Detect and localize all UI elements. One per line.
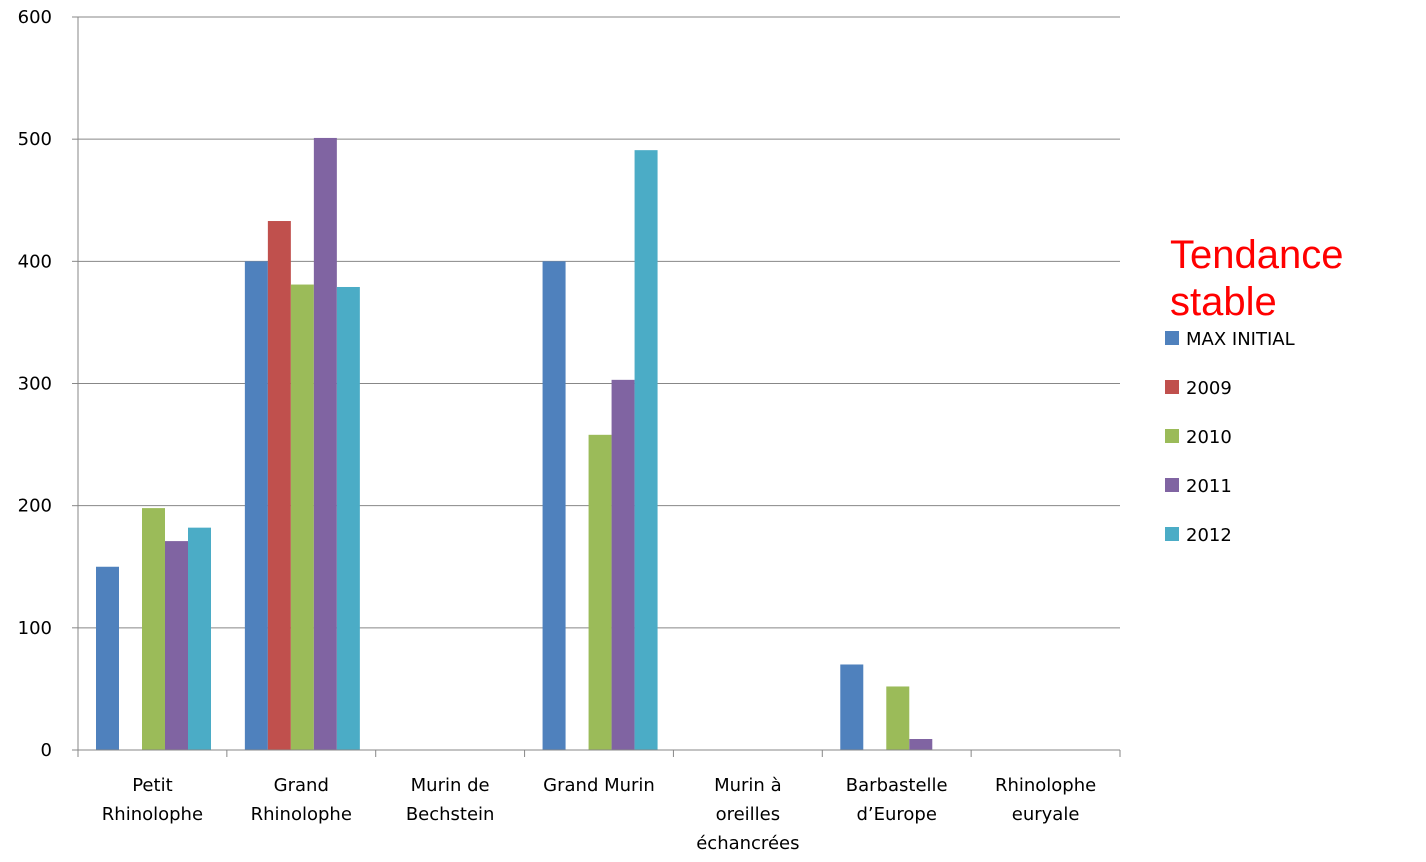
trend-annotation: Tendance stable (1170, 232, 1343, 326)
bar (267, 221, 291, 751)
legend-swatch (1165, 331, 1179, 345)
bar (611, 379, 635, 750)
legend-item: 2010 (1165, 427, 1232, 448)
y-axis-tick-labels: 0 100 200 300 400 500 600 (18, 7, 52, 761)
legend-swatch (1165, 380, 1179, 394)
bar (840, 664, 864, 750)
category-label-line: Barbastelle (846, 775, 948, 796)
x-axis-category-labels: Petit Rhinolophe Grand Rhinolophe Murin de Be… (102, 775, 1096, 854)
category-label-line: d’Europe (856, 804, 936, 825)
category-label: Murin à oreilles échancrées (696, 775, 799, 854)
legend-item: 2011 (1165, 476, 1232, 497)
category-label-line: Grand (274, 775, 329, 796)
category-label-line: échancrées (696, 833, 799, 854)
legend-label: 2009 (1186, 378, 1232, 399)
bar (634, 150, 658, 750)
legend-item: MAX INITIAL (1165, 329, 1295, 350)
category-label-line: Bechstein (406, 804, 495, 825)
legend-swatch (1165, 527, 1179, 541)
legend-item: 2009 (1165, 378, 1232, 399)
y-tick-label: 400 (18, 251, 52, 272)
category-label-line: Murin de (411, 775, 490, 796)
bar (165, 541, 188, 750)
bar (886, 686, 910, 750)
y-tick-label: 600 (18, 7, 52, 28)
y-tick-label: 200 (18, 496, 52, 517)
bar (96, 566, 119, 750)
legend-label: MAX INITIAL (1186, 329, 1295, 350)
legend-label: 2010 (1186, 427, 1232, 448)
bar (336, 286, 360, 750)
bar (542, 261, 566, 750)
y-tick-label: 300 (18, 374, 52, 395)
category-label: Rhinolophe euryale (995, 775, 1096, 825)
y-tick-label: 100 (18, 618, 52, 639)
category-label-line: Murin à (714, 775, 782, 796)
legend-swatch (1165, 478, 1179, 492)
category-label: Grand Rhinolophe (251, 775, 352, 825)
bar (244, 261, 268, 750)
legend-label: 2011 (1186, 476, 1232, 497)
category-label-line: euryale (1012, 804, 1080, 825)
bar (588, 434, 612, 750)
annotation-line-1: Tendance (1170, 233, 1344, 277)
legend-label: 2012 (1186, 525, 1232, 546)
category-label-line: Rhinolophe (995, 775, 1096, 796)
bar (142, 508, 165, 750)
bar (290, 284, 314, 750)
category-label: Petit Rhinolophe (102, 775, 203, 825)
category-label-line: Rhinolophe (102, 804, 203, 825)
axes (77, 17, 1121, 757)
category-label: Barbastelle d’Europe (846, 775, 948, 825)
y-tick-label: 500 (18, 129, 52, 150)
legend-swatch (1165, 429, 1179, 443)
legend-item: 2012 (1165, 525, 1232, 546)
category-label-line: Petit (132, 775, 172, 796)
category-label-line: oreilles (716, 804, 781, 825)
y-tick-label: 0 (41, 740, 52, 761)
category-label-line: Rhinolophe (251, 804, 352, 825)
category-label: Grand Murin (543, 775, 655, 796)
bar (188, 527, 211, 750)
annotation-line-2: stable (1170, 280, 1277, 324)
legend: MAX INITIAL 2009 2010 2011 2012 (1165, 329, 1295, 546)
category-label-line: Grand Murin (543, 775, 655, 796)
category-label: Murin de Bechstein (406, 775, 495, 825)
bars (96, 137, 933, 751)
bar (313, 137, 337, 750)
bar (909, 739, 933, 750)
